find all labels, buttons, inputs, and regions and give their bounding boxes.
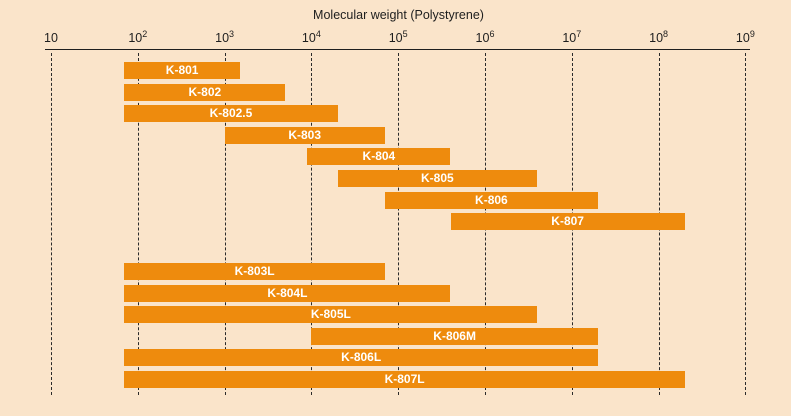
bar-k-806: K-806 [384,191,598,209]
bar-k-805: K-805 [337,170,538,187]
bar-k-806m: K-806M [311,327,598,345]
bar-label: K-802.5 [209,106,253,121]
x-axis-line [45,49,750,50]
gridline-10e9 [745,53,747,395]
tick-label-10e9: 109 [735,28,755,45]
bar-k-802: K-802 [124,83,286,101]
tick-label-10e7: 107 [562,28,582,45]
tick-label-10e1: 10 [44,31,58,45]
bar-label: K-806 [475,192,508,207]
bar-k-802-5: K-802.5 [124,105,338,123]
tick-label-10e3: 103 [215,28,235,45]
tick-label-10e4: 104 [301,28,321,45]
bar-label: K-801 [165,63,199,77]
bar-label: K-804L [267,285,308,300]
bar-label: K-803L [234,264,275,278]
bar-k-801: K-801 [124,62,240,79]
bar-label: K-803 [288,127,322,142]
gridline-10e3 [224,53,226,395]
x-axis-title: Molecular weight (Polystyrene) [313,8,484,22]
bar-k-803l: K-803L [124,263,385,280]
tick-label-10e5: 105 [388,28,408,45]
gridline-10e2 [137,53,139,395]
bar-label: K-806L [341,350,382,365]
bar-k-804: K-804 [307,148,451,166]
gridline-10e1 [51,53,52,395]
tick-label-10e6: 106 [475,28,495,45]
bar-k-807l: K-807L [124,371,685,388]
tick-label-10e2: 102 [128,28,148,45]
bar-label: K-806M [433,328,476,343]
bar-k-804l: K-804L [124,284,451,302]
bar-k-803: K-803 [224,126,385,144]
bar-label: K-807L [384,372,425,386]
bar-k-805l: K-805L [124,306,538,324]
gridline-10e5 [398,53,400,395]
gridline-10e4 [311,53,313,395]
tick-label-10e8: 108 [649,28,669,45]
bar-k-807: K-807 [450,213,685,231]
bar-label: K-804 [362,149,396,164]
bar-label: K-805L [310,307,351,322]
bar-label: K-807 [551,214,584,229]
bar-k-806l: K-806L [124,349,598,367]
bar-label: K-805 [421,171,454,185]
bar-label: K-802 [188,84,222,99]
